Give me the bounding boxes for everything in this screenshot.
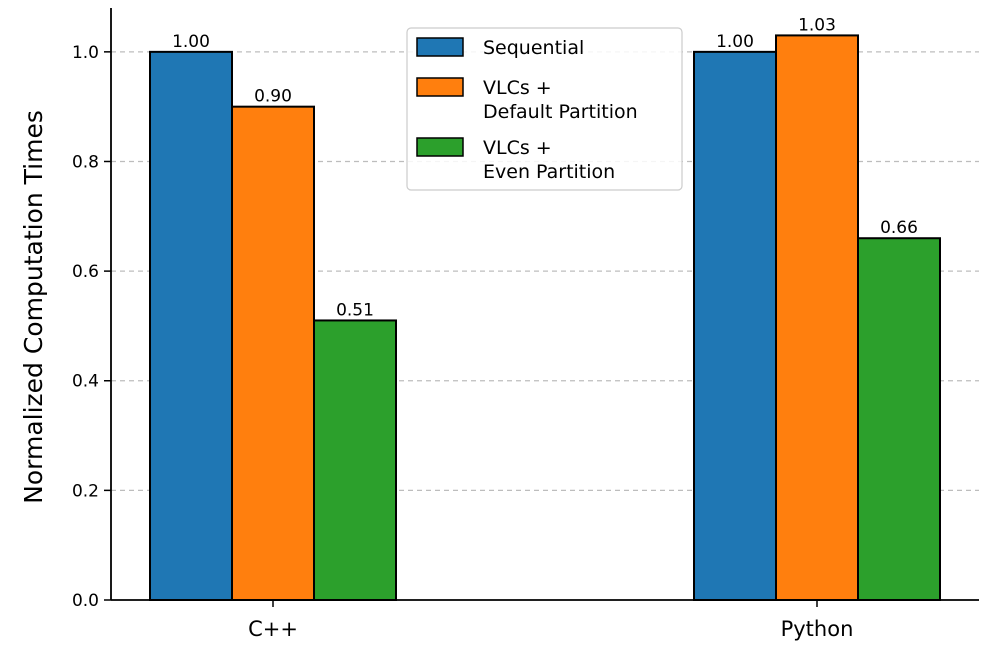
y-tick-label: 1.0	[72, 43, 99, 63]
data-label: 1.00	[716, 32, 754, 52]
axes: 0.0 0.2 0.4 0.6 0.8 1.0 C++ Python	[72, 8, 979, 641]
y-tick-label: 0.0	[72, 591, 99, 611]
bar	[775, 34, 859, 601]
data-label: 0.90	[254, 87, 292, 107]
bar	[857, 237, 941, 601]
bar	[231, 105, 315, 602]
legend-swatch	[416, 137, 464, 157]
bar	[313, 319, 397, 601]
y-tick-label: 0.8	[72, 152, 99, 172]
legend-swatch	[416, 77, 464, 97]
x-tick-label: Python	[781, 617, 854, 641]
data-label: 1.00	[172, 32, 210, 52]
data-label: 0.51	[336, 300, 374, 320]
data-label: 1.03	[798, 15, 836, 35]
legend-label: Sequential	[483, 37, 584, 59]
y-tick-label: 0.6	[72, 262, 99, 282]
bars	[149, 34, 941, 602]
bar	[693, 50, 777, 601]
data-label: 0.66	[880, 218, 918, 238]
legend: Sequential VLCs + Default Partition VLCs + E…	[406, 27, 683, 191]
legend-frame	[406, 27, 683, 191]
y-tick-label: 0.4	[72, 372, 99, 392]
y-axis-label: Normalized Computation Times	[19, 110, 48, 504]
data-labels: 1.00 0.90 0.51 1.00 1.03 0.66	[172, 15, 918, 320]
y-tick-label: 0.2	[72, 481, 99, 501]
x-tick-label: C++	[248, 617, 298, 641]
legend-label: VLCs + Default Partition	[483, 77, 638, 123]
legend-swatch	[416, 37, 464, 57]
bar	[149, 50, 233, 601]
legend-label: VLCs + Even Partition	[483, 137, 615, 183]
